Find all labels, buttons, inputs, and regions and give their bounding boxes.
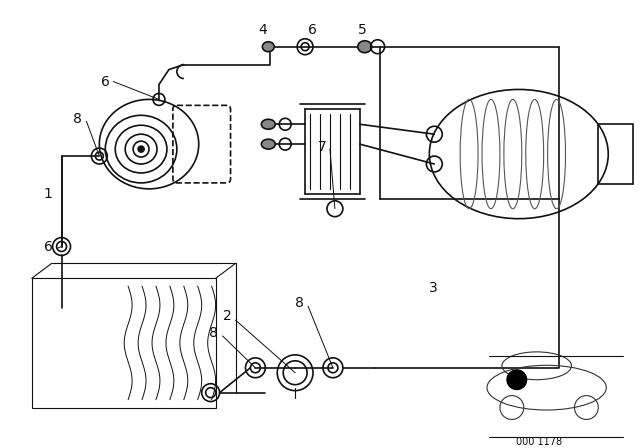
Text: 8: 8 bbox=[295, 296, 304, 310]
Text: 6: 6 bbox=[308, 23, 317, 37]
Text: 4: 4 bbox=[259, 23, 267, 37]
Text: 7: 7 bbox=[318, 140, 327, 154]
Circle shape bbox=[138, 146, 144, 152]
Ellipse shape bbox=[261, 119, 275, 129]
Circle shape bbox=[507, 370, 527, 390]
Text: 2: 2 bbox=[223, 309, 231, 323]
Ellipse shape bbox=[358, 41, 372, 53]
Text: 000 1178: 000 1178 bbox=[516, 437, 562, 448]
Ellipse shape bbox=[261, 139, 275, 149]
Text: 5: 5 bbox=[358, 23, 367, 37]
Bar bbox=[598, 124, 633, 184]
Text: 6: 6 bbox=[44, 240, 52, 254]
Text: 8: 8 bbox=[209, 326, 218, 340]
Bar bbox=[32, 278, 216, 408]
Text: 8: 8 bbox=[74, 112, 83, 126]
Text: 3: 3 bbox=[429, 281, 438, 295]
Ellipse shape bbox=[262, 42, 275, 52]
Text: 6: 6 bbox=[101, 74, 110, 89]
Text: 1: 1 bbox=[44, 187, 52, 201]
